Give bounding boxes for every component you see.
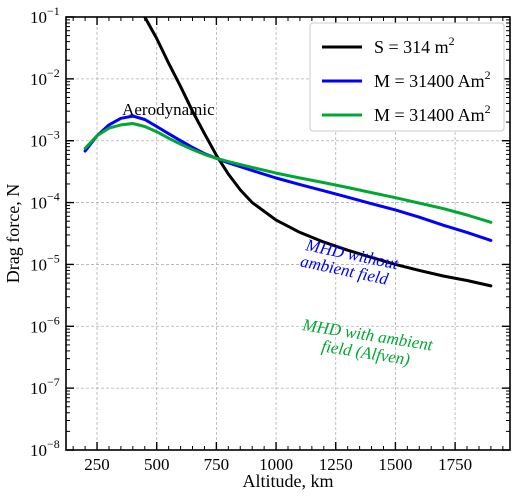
y-tick-label: 10−6 <box>30 313 60 336</box>
x-tick-label: 750 <box>204 455 230 474</box>
legend-label: M = 31400 Am2 <box>374 68 491 91</box>
legend-label: S = 314 m2 <box>374 34 455 57</box>
legend-box <box>309 22 505 132</box>
series-line-m31400-blue <box>83 114 493 242</box>
x-tick-label: 250 <box>84 455 110 474</box>
legend: S = 314 m2 M = 31400 Am2 M = 31400 Am2 <box>309 22 505 132</box>
y-tick-label: 10−3 <box>30 128 60 151</box>
annotation-mhd-with-ambient-field: MHD with ambient field (Alfven) <box>298 315 439 373</box>
y-tick-label: 10−8 <box>30 437 60 460</box>
annotations: Aerodynamic MHD without ambient field MH… <box>122 100 439 373</box>
y-tick-label: 10−1 <box>30 4 60 27</box>
legend-item-m31400-green: M = 31400 Am2 <box>322 102 491 125</box>
annotation-mhd-without-ambient-field: MHD without ambient field <box>299 235 405 291</box>
y-tick-label: 10−7 <box>30 375 60 398</box>
y-axis-label: Drag force, N <box>3 184 23 283</box>
series-line-m31400-green <box>83 122 493 224</box>
legend-item-m31400-blue: M = 31400 Am2 <box>322 68 491 91</box>
x-tick-label: 1500 <box>378 455 412 474</box>
x-tick-label: 1750 <box>438 455 472 474</box>
tick-labels: 250 500 750 1000 1250 1500 1750 10−8 10−7 10−6 10−… <box>30 4 472 474</box>
series-lines <box>83 17 493 288</box>
series-line-s314 <box>143 17 493 288</box>
legend-label: M = 31400 Am2 <box>374 102 491 125</box>
x-tick-label: 1000 <box>259 455 293 474</box>
y-tick-label: 10−2 <box>30 66 60 89</box>
y-tick-label: 10−5 <box>30 251 60 274</box>
legend-item-s314: S = 314 m2 <box>322 34 455 57</box>
annotation-aerodynamic: Aerodynamic <box>122 100 215 119</box>
x-tick-label: 500 <box>144 455 170 474</box>
x-tick-label: 1250 <box>319 455 353 474</box>
x-axis-label: Altitude, km <box>243 471 334 491</box>
y-tick-label: 10−4 <box>30 190 60 213</box>
